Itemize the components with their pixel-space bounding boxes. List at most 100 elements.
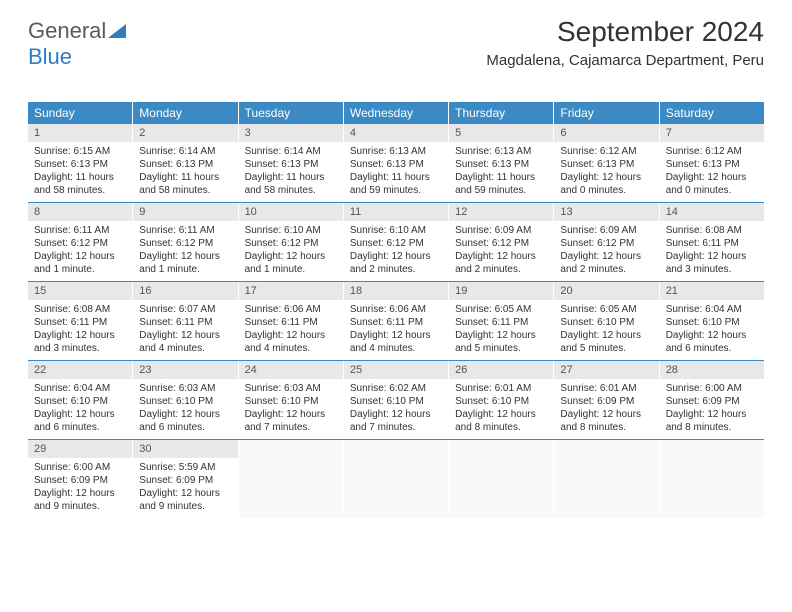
week-row: 1Sunrise: 6:15 AMSunset: 6:13 PMDaylight… (28, 124, 764, 203)
week-row: 8Sunrise: 6:11 AMSunset: 6:12 PMDaylight… (28, 203, 764, 282)
sunrise-text: Sunrise: 6:11 AM (34, 224, 126, 237)
day-number: 5 (449, 124, 553, 142)
sunrise-text: Sunrise: 6:11 AM (139, 224, 231, 237)
day-number: 9 (133, 203, 237, 221)
day-body: Sunrise: 6:08 AMSunset: 6:11 PMDaylight:… (660, 224, 764, 276)
day-number: 30 (133, 440, 237, 458)
daylight-text: Daylight: 12 hours and 7 minutes. (350, 408, 442, 434)
sunset-text: Sunset: 6:10 PM (350, 395, 442, 408)
day-number: 17 (239, 282, 343, 300)
sunset-text: Sunset: 6:11 PM (139, 316, 231, 329)
daylight-text: Daylight: 12 hours and 1 minute. (34, 250, 126, 276)
daylight-text: Daylight: 11 hours and 59 minutes. (455, 171, 547, 197)
sunset-text: Sunset: 6:13 PM (139, 158, 231, 171)
daylight-text: Daylight: 12 hours and 9 minutes. (139, 487, 231, 513)
daylight-text: Daylight: 11 hours and 59 minutes. (350, 171, 442, 197)
daylight-text: Daylight: 12 hours and 7 minutes. (245, 408, 337, 434)
brand-text: General Blue (28, 18, 126, 70)
sunrise-text: Sunrise: 6:14 AM (139, 145, 231, 158)
day-number: 24 (239, 361, 343, 379)
sunset-text: Sunset: 6:11 PM (245, 316, 337, 329)
day-body: Sunrise: 6:13 AMSunset: 6:13 PMDaylight:… (449, 145, 553, 197)
sunrise-text: Sunrise: 6:12 AM (560, 145, 652, 158)
sunrise-text: Sunrise: 6:08 AM (34, 303, 126, 316)
day-cell: 10Sunrise: 6:10 AMSunset: 6:12 PMDayligh… (239, 203, 344, 281)
day-cell: 28Sunrise: 6:00 AMSunset: 6:09 PMDayligh… (660, 361, 764, 439)
day-body: Sunrise: 6:14 AMSunset: 6:13 PMDaylight:… (133, 145, 237, 197)
day-number: 3 (239, 124, 343, 142)
day-cell: 3Sunrise: 6:14 AMSunset: 6:13 PMDaylight… (239, 124, 344, 202)
sunrise-text: Sunrise: 6:10 AM (350, 224, 442, 237)
day-body: Sunrise: 6:10 AMSunset: 6:12 PMDaylight:… (239, 224, 343, 276)
sunrise-text: Sunrise: 6:04 AM (666, 303, 758, 316)
sunset-text: Sunset: 6:10 PM (245, 395, 337, 408)
sunset-text: Sunset: 6:13 PM (455, 158, 547, 171)
sunrise-text: Sunrise: 5:59 AM (139, 461, 231, 474)
day-body: Sunrise: 6:12 AMSunset: 6:13 PMDaylight:… (660, 145, 764, 197)
day-body: Sunrise: 6:03 AMSunset: 6:10 PMDaylight:… (239, 382, 343, 434)
sunrise-text: Sunrise: 6:01 AM (560, 382, 652, 395)
sunset-text: Sunset: 6:10 PM (34, 395, 126, 408)
daylight-text: Daylight: 12 hours and 1 minute. (245, 250, 337, 276)
sunset-text: Sunset: 6:10 PM (560, 316, 652, 329)
daylight-text: Daylight: 11 hours and 58 minutes. (245, 171, 337, 197)
daylight-text: Daylight: 12 hours and 6 minutes. (34, 408, 126, 434)
day-body: Sunrise: 6:02 AMSunset: 6:10 PMDaylight:… (344, 382, 448, 434)
daylight-text: Daylight: 11 hours and 58 minutes. (34, 171, 126, 197)
day-body: Sunrise: 6:10 AMSunset: 6:12 PMDaylight:… (344, 224, 448, 276)
sunrise-text: Sunrise: 6:13 AM (350, 145, 442, 158)
brand-logo: General Blue (28, 18, 126, 70)
day-number: 22 (28, 361, 132, 379)
day-number: 27 (554, 361, 658, 379)
sunset-text: Sunset: 6:12 PM (139, 237, 231, 250)
day-body: Sunrise: 6:13 AMSunset: 6:13 PMDaylight:… (344, 145, 448, 197)
day-number: 29 (28, 440, 132, 458)
sunrise-text: Sunrise: 6:15 AM (34, 145, 126, 158)
sunrise-text: Sunrise: 6:01 AM (455, 382, 547, 395)
day-number: 2 (133, 124, 237, 142)
sunrise-text: Sunrise: 6:00 AM (666, 382, 758, 395)
daylight-text: Daylight: 12 hours and 6 minutes. (666, 329, 758, 355)
day-cell: 7Sunrise: 6:12 AMSunset: 6:13 PMDaylight… (660, 124, 764, 202)
day-cell: 12Sunrise: 6:09 AMSunset: 6:12 PMDayligh… (449, 203, 554, 281)
sunrise-text: Sunrise: 6:08 AM (666, 224, 758, 237)
brand-part1: General (28, 18, 106, 43)
day-cell: 6Sunrise: 6:12 AMSunset: 6:13 PMDaylight… (554, 124, 659, 202)
day-body: Sunrise: 6:11 AMSunset: 6:12 PMDaylight:… (133, 224, 237, 276)
sunset-text: Sunset: 6:10 PM (666, 316, 758, 329)
daylight-text: Daylight: 12 hours and 0 minutes. (666, 171, 758, 197)
day-number: 6 (554, 124, 658, 142)
day-body: Sunrise: 6:04 AMSunset: 6:10 PMDaylight:… (660, 303, 764, 355)
sunset-text: Sunset: 6:12 PM (245, 237, 337, 250)
sunset-text: Sunset: 6:09 PM (139, 474, 231, 487)
day-body: Sunrise: 6:09 AMSunset: 6:12 PMDaylight:… (449, 224, 553, 276)
daylight-text: Daylight: 12 hours and 5 minutes. (455, 329, 547, 355)
sunset-text: Sunset: 6:13 PM (666, 158, 758, 171)
day-body: Sunrise: 6:09 AMSunset: 6:12 PMDaylight:… (554, 224, 658, 276)
day-body: Sunrise: 5:59 AMSunset: 6:09 PMDaylight:… (133, 461, 237, 513)
sunset-text: Sunset: 6:11 PM (455, 316, 547, 329)
sunrise-text: Sunrise: 6:05 AM (560, 303, 652, 316)
day-body: Sunrise: 6:11 AMSunset: 6:12 PMDaylight:… (28, 224, 132, 276)
sunset-text: Sunset: 6:11 PM (350, 316, 442, 329)
day-number: 8 (28, 203, 132, 221)
day-number: 25 (344, 361, 448, 379)
month-title: September 2024 (486, 16, 764, 48)
day-cell: 5 Sunrise: 6:13 AMSunset: 6:13 PMDaylight… (449, 124, 554, 202)
daylight-text: Daylight: 12 hours and 3 minutes. (666, 250, 758, 276)
day-number: 15 (28, 282, 132, 300)
day-body: Sunrise: 6:00 AMSunset: 6:09 PMDaylight:… (28, 461, 132, 513)
daylight-text: Daylight: 12 hours and 5 minutes. (560, 329, 652, 355)
day-cell: 9 Sunrise: 6:11 AMSunset: 6:12 PMDaylight… (133, 203, 238, 281)
day-body: Sunrise: 6:08 AMSunset: 6:11 PMDaylight:… (28, 303, 132, 355)
sunrise-text: Sunrise: 6:00 AM (34, 461, 126, 474)
sunset-text: Sunset: 6:12 PM (350, 237, 442, 250)
brand-part2: Blue (28, 44, 72, 69)
sunrise-text: Sunrise: 6:09 AM (455, 224, 547, 237)
sunrise-text: Sunrise: 6:09 AM (560, 224, 652, 237)
sunrise-text: Sunrise: 6:13 AM (455, 145, 547, 158)
day-body: Sunrise: 6:15 AMSunset: 6:13 PMDaylight:… (28, 145, 132, 197)
day-number: 1 (28, 124, 132, 142)
sunrise-text: Sunrise: 6:07 AM (139, 303, 231, 316)
day-number: 4 (344, 124, 448, 142)
